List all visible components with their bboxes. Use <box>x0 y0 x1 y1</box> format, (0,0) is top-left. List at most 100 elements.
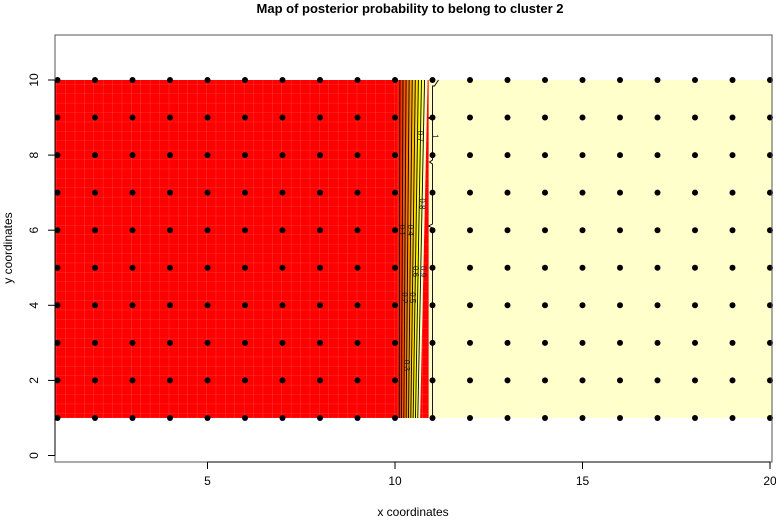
sample-point <box>129 339 136 346</box>
sample-point <box>54 264 61 271</box>
sample-point <box>167 227 173 234</box>
sample-point <box>317 189 323 196</box>
sample-point <box>579 227 586 234</box>
x-axis-label: x coordinates <box>377 505 448 518</box>
contour-line <box>410 79 416 418</box>
sample-point <box>129 414 136 421</box>
sample-point <box>617 339 623 346</box>
sample-point <box>654 302 661 309</box>
sample-point <box>467 339 473 346</box>
sample-point <box>579 77 586 83</box>
y-axis-label: y coordinates <box>1 212 15 283</box>
contour-label: 0.9 <box>419 266 428 278</box>
contour-line <box>405 79 410 418</box>
sample-point <box>279 264 286 271</box>
sample-point <box>654 114 661 121</box>
sample-point <box>692 189 698 196</box>
sample-point <box>167 189 173 196</box>
sample-point <box>242 414 248 421</box>
sample-point <box>92 339 98 346</box>
sample-point <box>54 414 61 421</box>
sample-point <box>692 152 698 159</box>
sample-point <box>392 339 398 346</box>
sample-point <box>504 302 511 309</box>
sample-point <box>279 339 286 346</box>
sample-point <box>542 189 548 196</box>
sample-point <box>729 114 736 121</box>
sample-point <box>729 77 736 83</box>
contour-line <box>403 79 407 418</box>
sample-point <box>279 114 286 121</box>
sample-point <box>129 77 136 83</box>
sample-point <box>354 152 361 159</box>
sample-point <box>729 152 736 159</box>
probability-band <box>413 80 422 418</box>
sample-point <box>167 264 173 271</box>
sample-point <box>617 227 623 234</box>
sample-point <box>354 227 361 234</box>
sample-point <box>504 189 511 196</box>
sample-point <box>579 339 586 346</box>
sample-point <box>429 339 436 346</box>
sample-point <box>467 189 473 196</box>
sample-point <box>92 302 98 309</box>
sample-point <box>242 302 248 309</box>
sample-point <box>354 189 361 196</box>
probability-band <box>415 80 425 418</box>
sample-point <box>354 302 361 309</box>
probability-band <box>403 80 410 418</box>
sample-point <box>129 152 136 159</box>
contour-lines: 0.10.20.30.40.50.60.70.80.91 <box>398 79 440 418</box>
sample-point <box>392 302 398 309</box>
probability-band <box>417 80 428 418</box>
sample-point <box>729 227 736 234</box>
contour-line <box>412 79 419 418</box>
sample-point <box>579 152 586 159</box>
sample-point <box>654 152 661 159</box>
sample-point <box>579 189 586 196</box>
sample-point <box>317 339 323 346</box>
contour-line <box>417 79 425 418</box>
sample-point <box>467 114 473 121</box>
sample-point <box>729 302 736 309</box>
sample-point <box>92 227 98 234</box>
y-tick-label: 0 <box>27 452 41 459</box>
sample-point <box>692 77 698 83</box>
sample-point <box>542 302 548 309</box>
cell-grid-texture <box>55 80 429 418</box>
sample-point <box>579 377 586 384</box>
x-tick-label: 15 <box>576 474 590 488</box>
sample-point <box>467 302 473 309</box>
sample-point <box>617 189 623 196</box>
sample-point <box>279 152 286 159</box>
sample-point <box>429 189 436 196</box>
y-tick-label: 6 <box>27 227 41 234</box>
y-tick-label: 2 <box>27 377 41 384</box>
sample-point <box>129 377 136 384</box>
sample-point <box>392 77 398 83</box>
sample-point <box>317 414 323 421</box>
sample-point <box>279 227 286 234</box>
sample-point <box>467 264 473 271</box>
sample-point <box>542 377 548 384</box>
sample-point <box>354 377 361 384</box>
sample-point <box>167 77 173 83</box>
sample-point <box>129 302 136 309</box>
sample-point <box>617 114 623 121</box>
sample-point <box>729 377 736 384</box>
sample-point <box>204 264 211 271</box>
sample-point <box>429 227 436 234</box>
sample-point <box>167 377 173 384</box>
x-tick-label: 20 <box>763 474 776 488</box>
sample-point <box>54 339 61 346</box>
sample-point <box>692 339 698 346</box>
sample-point <box>579 264 586 271</box>
sample-point <box>167 114 173 121</box>
sample-point <box>167 339 173 346</box>
sample-point <box>317 302 323 309</box>
sample-point <box>242 227 248 234</box>
sample-point <box>129 114 136 121</box>
sample-point <box>242 377 248 384</box>
sample-point <box>317 77 323 83</box>
